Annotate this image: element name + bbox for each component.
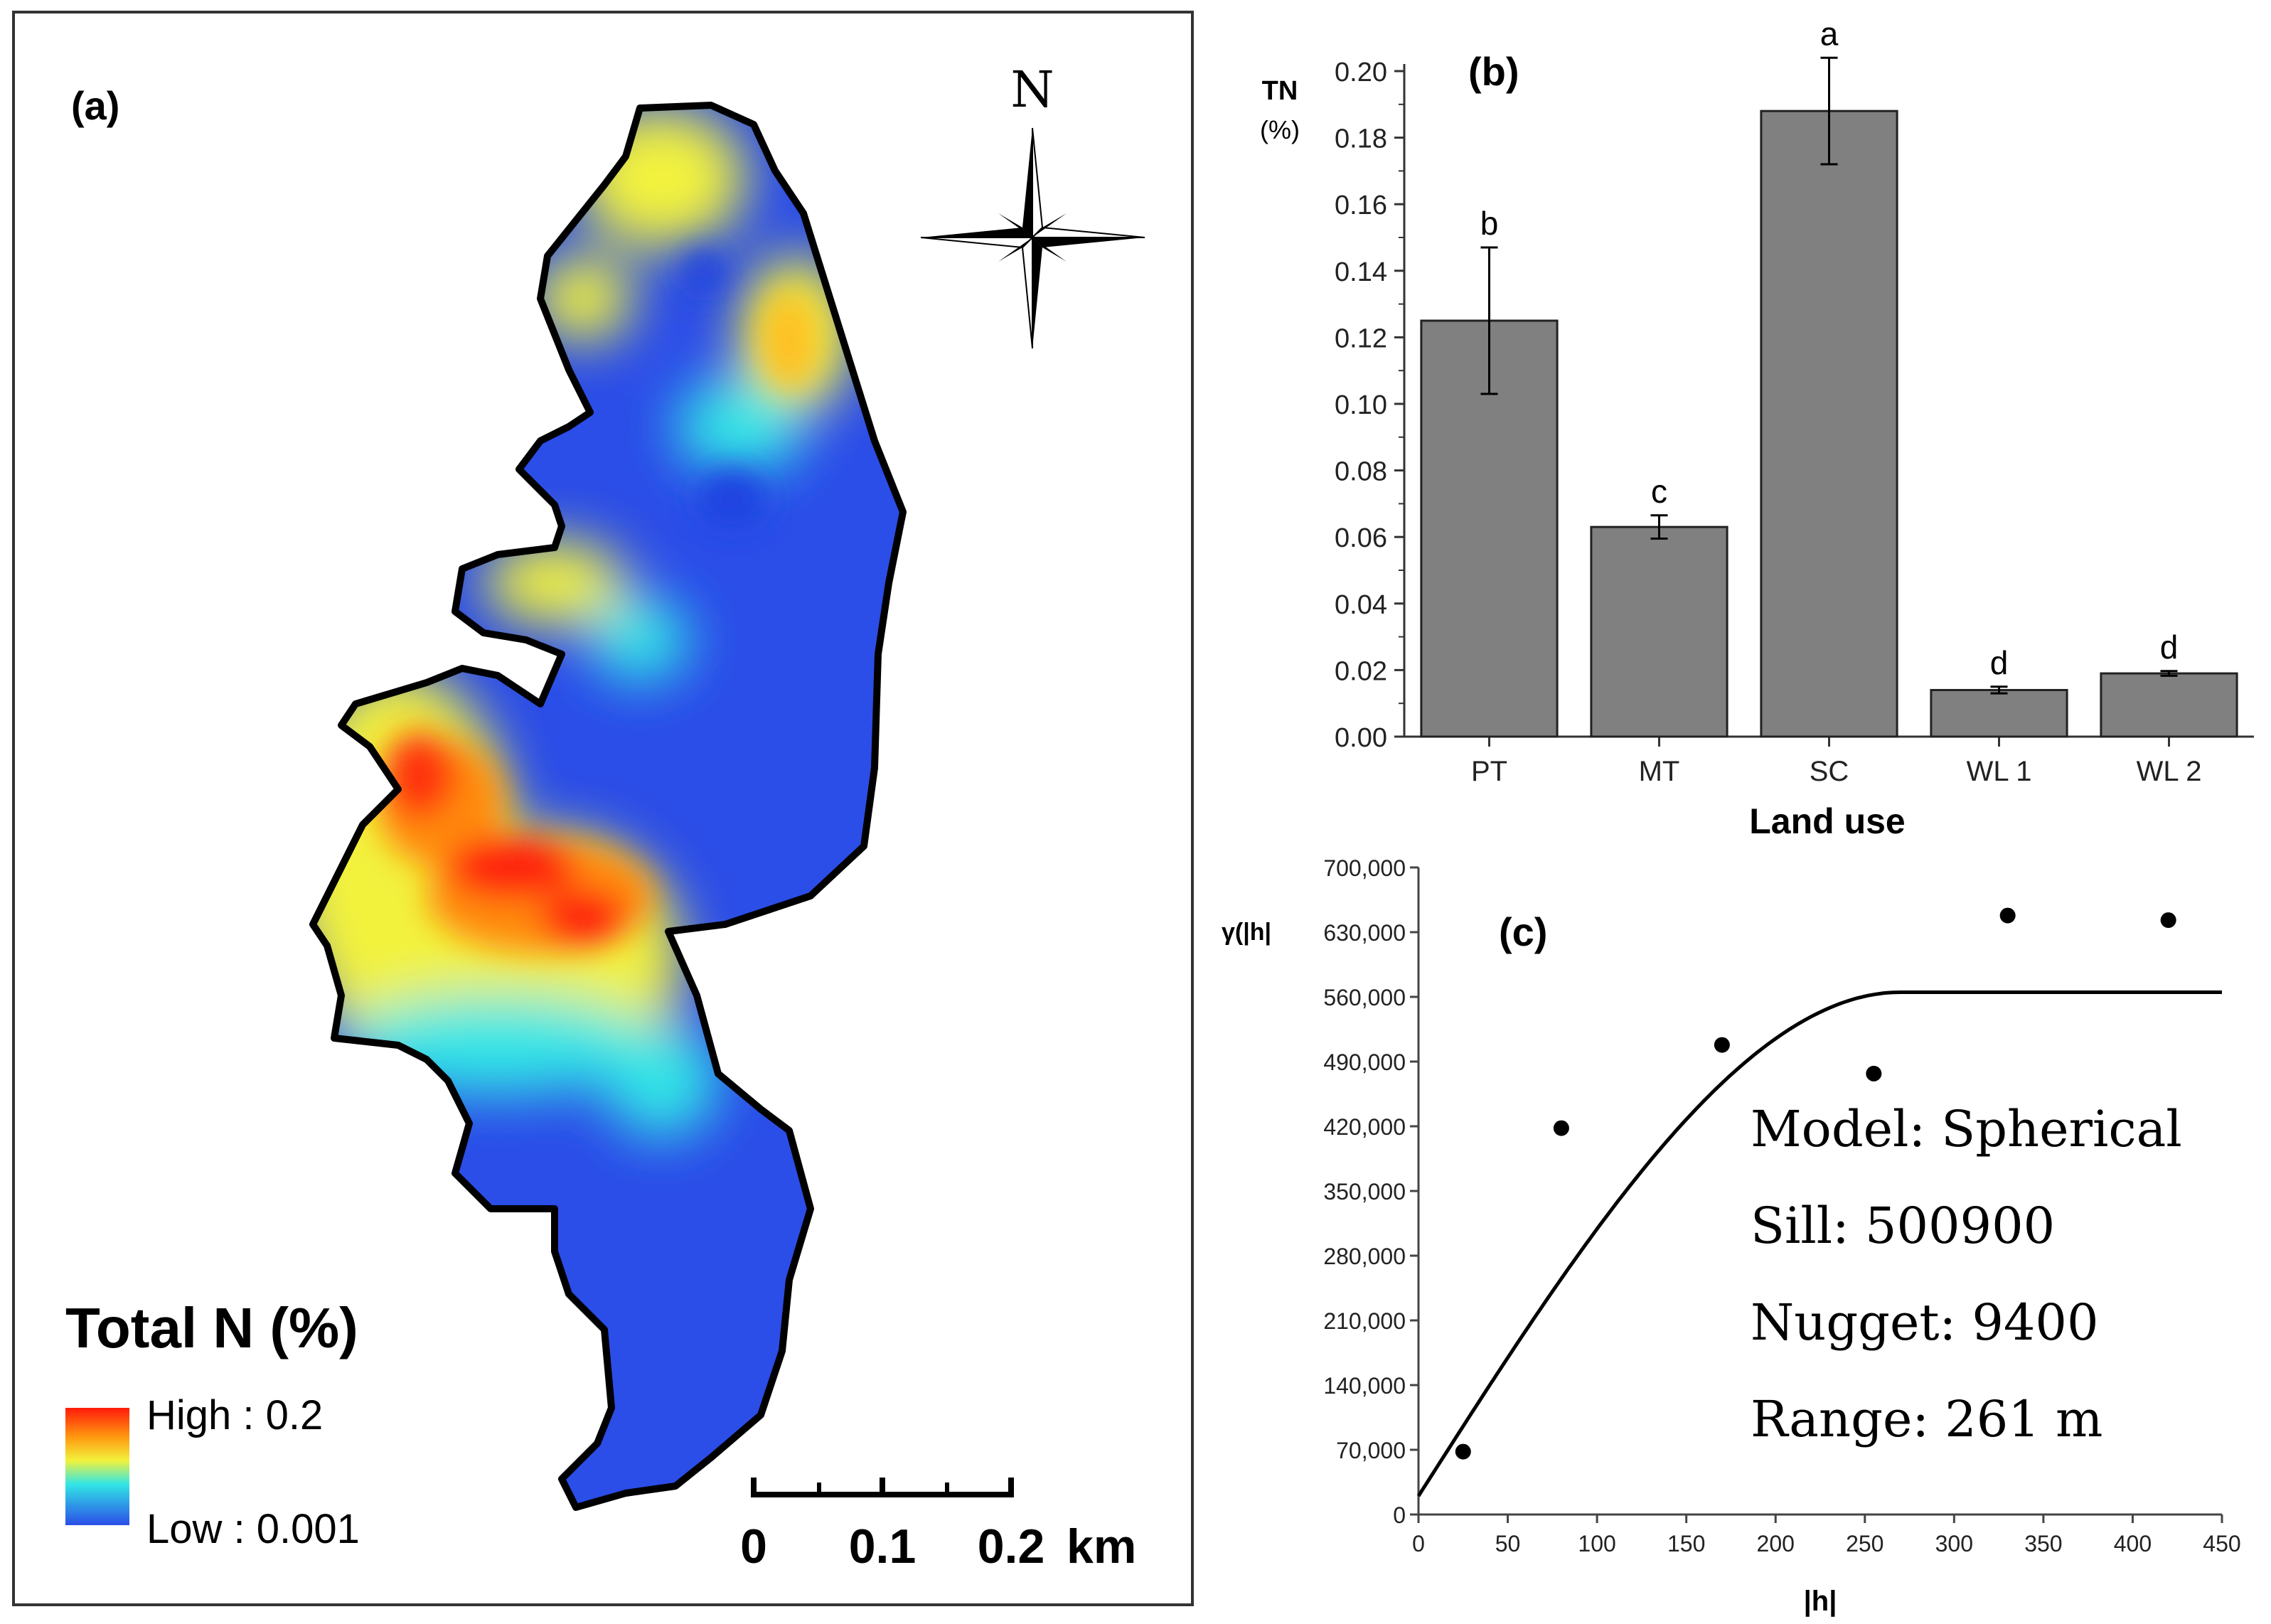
semivariance-point	[2160, 912, 2176, 929]
y-tick-label: 700,000	[1323, 855, 1406, 881]
y-tick-label: 0.18	[1335, 124, 1387, 154]
experimental-points	[1455, 907, 2176, 1460]
semivariance-point	[1455, 1443, 1471, 1460]
semivariance-point	[1999, 907, 2016, 924]
scale-bar: 0 0.1 0.2 km	[740, 1478, 1136, 1574]
x-tick-label: MT	[1639, 756, 1680, 787]
sill-text: Sill: 500900	[1751, 1197, 2055, 1255]
bar-sc	[1760, 109, 1898, 738]
y-tick-label: 0.14	[1335, 257, 1387, 287]
legend-high: High : 0.2	[146, 1392, 323, 1438]
x-tick-label: WL 2	[2137, 756, 2202, 787]
y-tick-label: 630,000	[1323, 920, 1406, 946]
x-tick-label: SC	[1810, 756, 1849, 787]
scale-tick-0-2: 0.2	[978, 1519, 1045, 1574]
y-tick-label: 280,000	[1323, 1244, 1406, 1269]
range-text: Range: 261 m	[1751, 1390, 2102, 1448]
y-tick-label: 0	[1393, 1502, 1406, 1528]
y-tick-label: 140,000	[1323, 1373, 1406, 1399]
x-tick-label: 300	[1935, 1531, 1973, 1556]
x-tick-label: 100	[1578, 1531, 1615, 1556]
y-tick-label: 70,000	[1336, 1438, 1406, 1463]
significance-letter: a	[1820, 15, 1839, 52]
scale-tick-0: 0	[740, 1519, 767, 1574]
x-tick-label: 50	[1495, 1531, 1521, 1556]
spherical-model-curve	[1416, 990, 2222, 1497]
semivariance-axis-label: γ(|h|	[1222, 919, 1271, 946]
scale-tick-0-1: 0.1	[849, 1519, 917, 1574]
legend-title: Total N (%)	[65, 1296, 358, 1359]
panel-b-label: (b)	[1468, 49, 1519, 94]
bar-mt	[1590, 525, 1728, 738]
y-tick-label: 0.12	[1335, 324, 1387, 353]
panel-c-label: (c)	[1499, 909, 1547, 954]
x-tick-label: 400	[2114, 1531, 2152, 1556]
scale-unit: km	[1067, 1519, 1136, 1574]
x-axis-label: Land use	[1749, 801, 1905, 841]
y-tick-label: 0.02	[1335, 656, 1387, 686]
y-tick-label: 560,000	[1323, 985, 1406, 1010]
x-tick-label: WL 1	[1967, 756, 2032, 787]
y-tick-label: 490,000	[1323, 1049, 1406, 1075]
significance-letter: c	[1651, 473, 1667, 510]
map-legend: Total N (%) High : 0.2 Low : 0.001	[65, 1296, 360, 1552]
panel-a-label: (a)	[71, 83, 119, 128]
panel-a-map: (a)	[12, 11, 1194, 1606]
semivariogram-axes: 0 70,000 140,000 210,000 280,000 350,000 420,0…	[1323, 855, 2240, 1556]
y-tick-label: 0.04	[1335, 590, 1387, 620]
y-tick-label: 0.08	[1335, 457, 1387, 487]
semivariance-point	[1553, 1120, 1569, 1136]
y-tick-label: 0.00	[1335, 723, 1387, 753]
semivariance-point	[1866, 1065, 1882, 1081]
y-tick-label: 0.06	[1335, 523, 1387, 553]
panel-c-semivariogram: (c) γ(|h| |h| 0 70,000 140,000 210,000 280,0…	[1222, 855, 2241, 1617]
panel-b-bar-chart: (b) TN (%) 0.00 0.02 0.04 0.06 0.08 0.10 0.12 0…	[1260, 15, 2254, 841]
x-tick-label: PT	[1471, 756, 1507, 787]
y-tick-label: 420,000	[1323, 1114, 1406, 1140]
y-axis-unit: (%)	[1260, 115, 1300, 144]
bar-wl-2	[2100, 672, 2238, 738]
y-tick-label: 210,000	[1323, 1308, 1406, 1334]
x-tick-label: 450	[2203, 1531, 2240, 1556]
x-tick-label: 150	[1667, 1531, 1705, 1556]
nugget-text: Nugget: 9400	[1751, 1293, 2099, 1352]
lag-axis-label: |h|	[1804, 1586, 1837, 1617]
y-tick-label: 0.16	[1335, 191, 1387, 220]
y-tick-label: 0.20	[1335, 58, 1387, 87]
legend-low: Low : 0.001	[146, 1506, 360, 1552]
significance-letter: d	[1990, 644, 2009, 681]
y-axis-label: TN	[1262, 76, 1298, 106]
semivariance-point	[1714, 1037, 1730, 1053]
bars: b c a d d	[1420, 15, 2238, 738]
bar-wl-1	[1930, 688, 2068, 738]
significance-letter: b	[1480, 205, 1499, 242]
y-tick-label: 0.10	[1335, 390, 1387, 420]
y-tick-label: 350,000	[1323, 1179, 1406, 1204]
x-tick-label: 250	[1846, 1531, 1883, 1556]
north-arrow-icon: N	[920, 60, 1145, 349]
x-tick-label: 350	[2024, 1531, 2062, 1556]
legend-color-ramp	[65, 1408, 129, 1525]
x-tick-label: 0	[1412, 1531, 1425, 1556]
model-text: Model: Spherical	[1751, 1100, 2182, 1158]
significance-letter: d	[2160, 629, 2179, 666]
north-label: N	[1010, 60, 1054, 119]
x-tick-label: 200	[1757, 1531, 1795, 1556]
